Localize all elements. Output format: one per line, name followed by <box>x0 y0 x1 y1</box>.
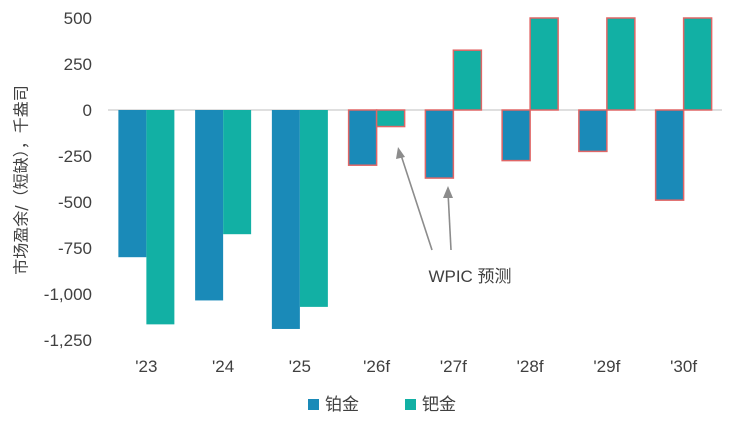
x-tick-label: '29f <box>593 357 620 376</box>
annotation-arrowhead-2 <box>443 186 453 198</box>
bar-palladium <box>223 110 252 235</box>
y-tick-label: -500 <box>58 193 92 212</box>
annotation-arrowhead-1 <box>396 147 405 159</box>
y-axis-title-group: 市场盈余/（短缺），千盎司 <box>12 85 31 274</box>
y-axis-ticks: 500 250 0 -250 -500 -750 -1,000 -1,250 <box>44 9 92 350</box>
bar-platinum <box>654 109 685 201</box>
bar-platinum <box>195 110 224 301</box>
y-tick-label: -250 <box>58 147 92 166</box>
annotation-label: WPIC 预测 <box>428 267 511 286</box>
y-tick-label: 500 <box>64 9 92 28</box>
bar-platinum <box>271 110 300 329</box>
legend-label-platinum: 铂金 <box>325 395 359 415</box>
bar-platinum <box>424 109 455 179</box>
forecast-annotation: WPIC 预测 <box>396 147 512 286</box>
bar-platinum <box>578 109 608 153</box>
bar-platinum <box>118 110 147 258</box>
legend-swatch-palladium <box>405 399 416 410</box>
annotation-arrow-line-2 <box>447 191 452 251</box>
x-tick-label: '30f <box>670 357 697 376</box>
x-tick-label: '25 <box>289 357 311 376</box>
x-axis-ticks: '23 '24 '25 '26f '27f '28f '29f '30f <box>135 357 697 376</box>
x-tick-label: '27f <box>440 357 467 376</box>
bar-palladium <box>146 110 175 325</box>
bar-platinum <box>501 109 531 162</box>
legend-swatch-platinum <box>308 399 319 410</box>
bars-group <box>118 17 713 329</box>
bar-palladium <box>682 17 713 111</box>
x-tick-label: '23 <box>135 357 157 376</box>
y-tick-label: -1,000 <box>44 285 92 304</box>
y-tick-label: 250 <box>64 55 92 74</box>
bar-palladium <box>299 110 328 307</box>
x-tick-label: '26f <box>363 357 390 376</box>
y-tick-label: -1,250 <box>44 331 92 350</box>
bar-platinum <box>347 109 378 166</box>
bar-palladium <box>452 49 483 111</box>
x-tick-label: '24 <box>212 357 234 376</box>
y-tick-label: 0 <box>83 101 92 120</box>
bar-palladium <box>606 17 636 111</box>
annotation-arrow-line-1 <box>399 151 433 251</box>
bar-palladium <box>375 109 406 128</box>
legend-label-palladium: 钯金 <box>422 395 456 415</box>
bar-palladium <box>529 17 559 111</box>
y-axis-title: 市场盈余/（短缺），千盎司 <box>12 85 31 274</box>
y-tick-label: -750 <box>58 239 92 258</box>
legend: 铂金 钯金 <box>308 395 456 415</box>
x-tick-label: '28f <box>517 357 544 376</box>
